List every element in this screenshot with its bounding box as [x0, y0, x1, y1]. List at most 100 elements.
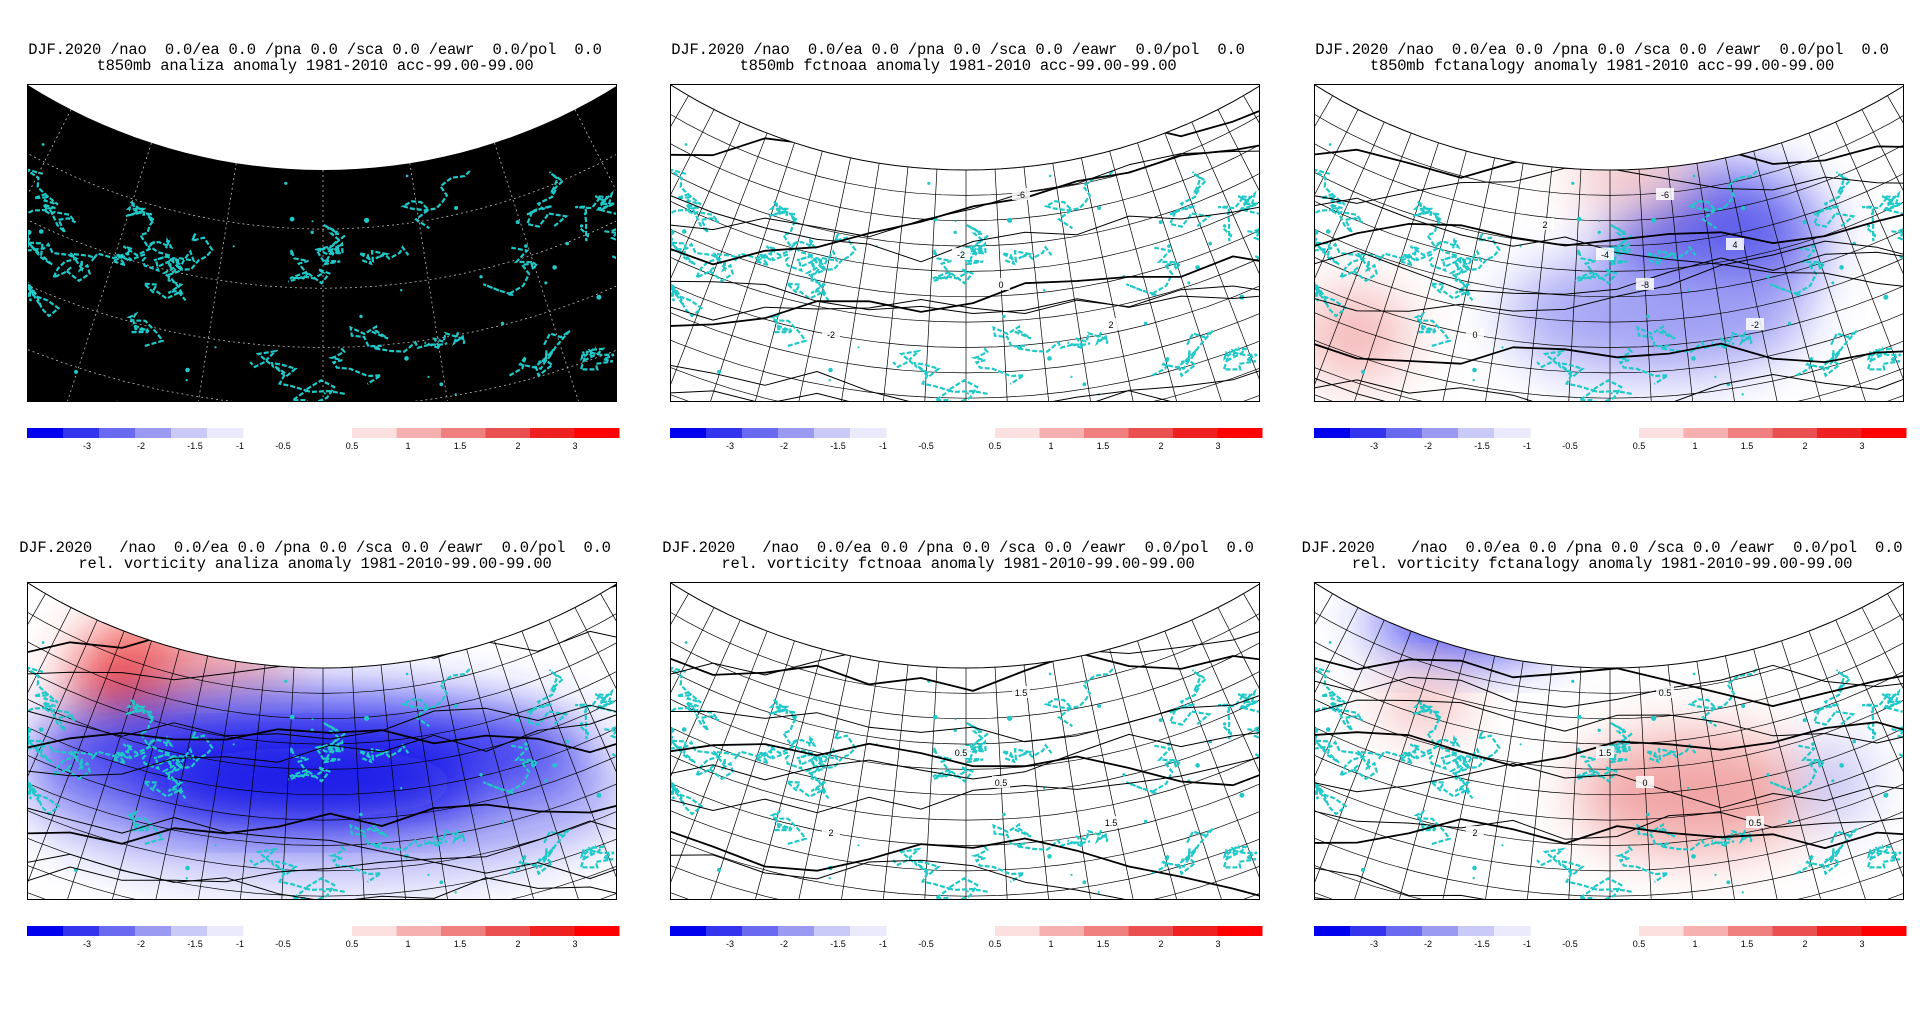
colorbar-swatch [670, 926, 707, 936]
colorbar-swatches [1314, 428, 1907, 438]
colorbar-tick: -3 [82, 441, 92, 451]
colorbar-tick: -2 [1423, 441, 1433, 451]
panel-subtitle: t850mb fctnoaa anomaly 1981-2010 acc-99.… [739, 57, 1177, 75]
colorbar-swatch [706, 926, 743, 936]
colorbar-tick: -2 [136, 939, 146, 949]
colorbar-swatch [995, 428, 1040, 438]
colorbar-swatch [670, 428, 707, 438]
colorbar-swatch [814, 926, 851, 936]
colorbar: -3 -2 -1.5 -1 -0.5 0.5 1 1.5 2 3 [670, 926, 1265, 956]
colorbar-swatch [1386, 926, 1423, 936]
colorbar-tick: -0.5 [275, 939, 291, 949]
colorbar-swatch [27, 428, 64, 438]
colorbar-tick: -1.5 [1474, 441, 1490, 451]
colorbar-tick: 3 [572, 441, 578, 451]
contour-label-bg [952, 746, 970, 758]
colorbar-tick: -0.5 [918, 441, 934, 451]
colorbar-tick: 2 [515, 441, 521, 451]
colorbar-tick: 0.5 [345, 939, 359, 949]
map-panel: DJF.2020 /nao 0.0/ea 0.0 /pna 0.0 /sca 0… [648, 42, 1268, 512]
colorbar-tick: 2 [1802, 939, 1808, 949]
colorbar-tick: -3 [1369, 939, 1379, 949]
colorbar-tick: -1 [235, 441, 245, 451]
map-frame: 0 -6 -2 2 -2 [670, 84, 1260, 402]
contour-label: 1.5 [1599, 748, 1612, 758]
contour-label-bg [822, 328, 840, 340]
map-frame [27, 582, 617, 900]
colorbar-swatch [1039, 926, 1085, 936]
colorbar-swatches [670, 428, 1263, 438]
colorbar-tick: -2 [136, 441, 146, 451]
colorbar-swatch [485, 428, 531, 438]
contour-label-bg [992, 776, 1010, 788]
colorbar-swatch [850, 428, 887, 438]
colorbar-swatch [706, 428, 743, 438]
colorbar-swatch [778, 926, 815, 936]
colorbar-swatch [1728, 926, 1773, 936]
panel-title: DJF.2020 /nao 0.0/ea 0.0 /pna 0.0 /sca 0… [1315, 41, 1889, 59]
colorbar-swatch [396, 428, 442, 438]
colorbar-tick: 1 [405, 939, 411, 949]
colorbar-swatch [171, 926, 208, 936]
map-frame [27, 84, 617, 402]
panel-title: DJF.2020 /nao 0.0/ea 0.0 /pna 0.0 /sca 0… [19, 539, 611, 557]
map-sector [28, 85, 616, 401]
contour-label-bg [1656, 686, 1674, 698]
colorbar-tick: 1.5 [1096, 441, 1110, 451]
colorbar-tick: 1 [1048, 939, 1054, 949]
contour-label-bg [1012, 188, 1030, 200]
colorbar-tick: -1 [1522, 441, 1532, 451]
colorbar-tick: -3 [1369, 441, 1379, 451]
colorbar-swatch [530, 926, 575, 936]
colorbar-tick: 2 [1158, 939, 1164, 949]
colorbar-tick: 0.5 [1632, 441, 1646, 451]
colorbar-swatch [1683, 926, 1729, 936]
contour-label-bg [1536, 218, 1554, 230]
colorbar-tick: 2 [515, 939, 521, 949]
colorbar-swatch [135, 428, 172, 438]
contour-label: -6 [1017, 190, 1025, 200]
colorbar-swatch [530, 428, 575, 438]
contour-label-bg [1466, 826, 1484, 838]
panel-subtitle: rel. vorticity analiza anomaly 1981-2010… [78, 555, 552, 573]
map-panel: DJF.2020 /nao 0.0/ea 0.0 /pna 0.0 /sca 0… [648, 540, 1268, 1010]
colorbar-tick: -1.5 [830, 939, 846, 949]
colorbar-tick: 1 [1692, 939, 1698, 949]
contour-label: 0.5 [955, 748, 968, 758]
colorbar-tick: 1.5 [1096, 939, 1110, 949]
colorbar-swatch [99, 428, 136, 438]
colorbar-swatch [485, 926, 531, 936]
colorbar-swatch [171, 428, 208, 438]
map-canvas [28, 583, 616, 899]
colorbar-swatch [778, 428, 815, 438]
colorbar-swatch [1217, 926, 1263, 936]
contour-label: 0 [1642, 778, 1647, 788]
colorbar-tick: -2 [1423, 939, 1433, 949]
colorbar-tick: 1 [1692, 441, 1698, 451]
panel-subtitle: rel. vorticity fctanalogy anomaly 1981-2… [1351, 555, 1853, 573]
colorbar-tick: 0.5 [1632, 939, 1646, 949]
map-sector [671, 583, 1259, 899]
colorbar-swatch [1128, 926, 1174, 936]
map-canvas: 0 -6 -2 2 -2 [671, 85, 1259, 401]
colorbar-tick: 2 [1158, 441, 1164, 451]
map-canvas: 0.5 1.5 0.5 1.5 2 [671, 583, 1259, 899]
map-canvas: -8 -6 -4 -2 0 2 4 [1315, 85, 1903, 401]
contour-label: 0.5 [1659, 688, 1672, 698]
contour-label-bg [1102, 318, 1120, 330]
colorbar: -3 -2 -1.5 -1 -0.5 0.5 1 1.5 2 3 [1314, 926, 1909, 956]
panel-subtitle: rel. vorticity fctnoaa anomaly 1981-2010… [721, 555, 1195, 573]
colorbar-tick: 1.5 [1740, 441, 1754, 451]
contour-label: 0.5 [1749, 818, 1762, 828]
map-panel: DJF.2020 /nao 0.0/ea 0.0 /pna 0.0 /sca 0… [5, 540, 625, 1010]
panel-title: DJF.2020 /nao 0.0/ea 0.0 /pna 0.0 /sca 0… [662, 539, 1254, 557]
contour-label-bg [952, 248, 970, 260]
colorbar-swatch [1084, 926, 1129, 936]
colorbar-swatch [1772, 926, 1818, 936]
colorbar: -3 -2 -1.5 -1 -0.5 0.5 1 1.5 2 3 [27, 926, 622, 956]
contour-label-bg [822, 826, 840, 838]
colorbar-tick: -1 [235, 939, 245, 949]
colorbar-swatch [135, 926, 172, 936]
anomaly-shading [1570, 135, 1700, 215]
colorbar-swatch [1861, 926, 1907, 936]
